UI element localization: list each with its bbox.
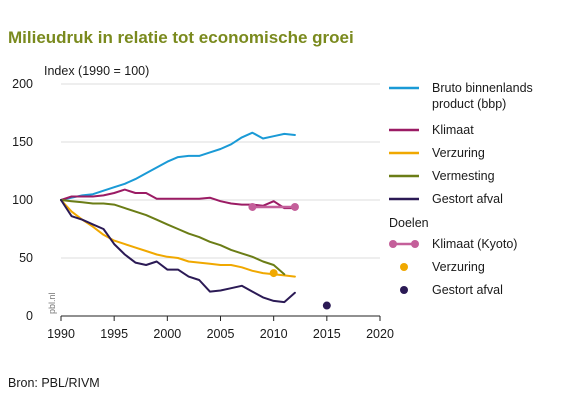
x-tick-label: 2015 bbox=[313, 327, 341, 341]
legend-label: Gestort afval bbox=[432, 192, 503, 206]
target-point-2 bbox=[269, 269, 278, 278]
series-line-2 bbox=[60, 188, 296, 210]
target-kyoto-point bbox=[248, 202, 257, 211]
watermark-text: pbl.nl bbox=[47, 292, 57, 314]
series-line-5 bbox=[60, 199, 296, 304]
x-tick-label: 2005 bbox=[207, 327, 235, 341]
legend-label: Gestort afval bbox=[432, 283, 503, 297]
chart-title: Milieudruk in relatie tot economische gr… bbox=[8, 28, 354, 47]
series-line-4 bbox=[60, 199, 286, 276]
series-line-3 bbox=[60, 199, 296, 278]
legend-swatch-7 bbox=[400, 263, 408, 271]
legend-label: Klimaat bbox=[432, 123, 474, 137]
y-axis-title: Index (1990 = 100) bbox=[44, 64, 150, 78]
y-tick-label: 0 bbox=[26, 309, 33, 323]
legend-label: Klimaat (Kyoto) bbox=[432, 237, 517, 251]
target-kyoto-point bbox=[290, 202, 299, 211]
legend-swatch-dot bbox=[411, 240, 419, 248]
target-point-3 bbox=[322, 301, 331, 310]
y-tick-label: 200 bbox=[12, 77, 33, 91]
series-line-1 bbox=[60, 131, 296, 201]
legend-swatch-8 bbox=[400, 286, 408, 294]
y-tick-label: 100 bbox=[12, 193, 33, 207]
legend-swatch-dot bbox=[389, 240, 397, 248]
x-tick-label: 1995 bbox=[100, 327, 128, 341]
legend-label: Vermesting bbox=[432, 169, 495, 183]
legend-label: product (bbp) bbox=[432, 97, 506, 111]
x-tick-label: 2000 bbox=[153, 327, 181, 341]
y-tick-label: 150 bbox=[12, 135, 33, 149]
legend-goals-header: Doelen bbox=[389, 216, 429, 230]
legend-label: Verzuring bbox=[432, 146, 485, 160]
x-tick-label: 1990 bbox=[47, 327, 75, 341]
y-tick-label: 50 bbox=[19, 251, 33, 265]
legend-label: Verzuring bbox=[432, 260, 485, 274]
legend-label: Bruto binnenlands bbox=[432, 81, 533, 95]
source-note: Bron: PBL/RIVM bbox=[8, 376, 100, 390]
x-tick-label: 2010 bbox=[260, 327, 288, 341]
x-tick-label: 2020 bbox=[366, 327, 394, 341]
